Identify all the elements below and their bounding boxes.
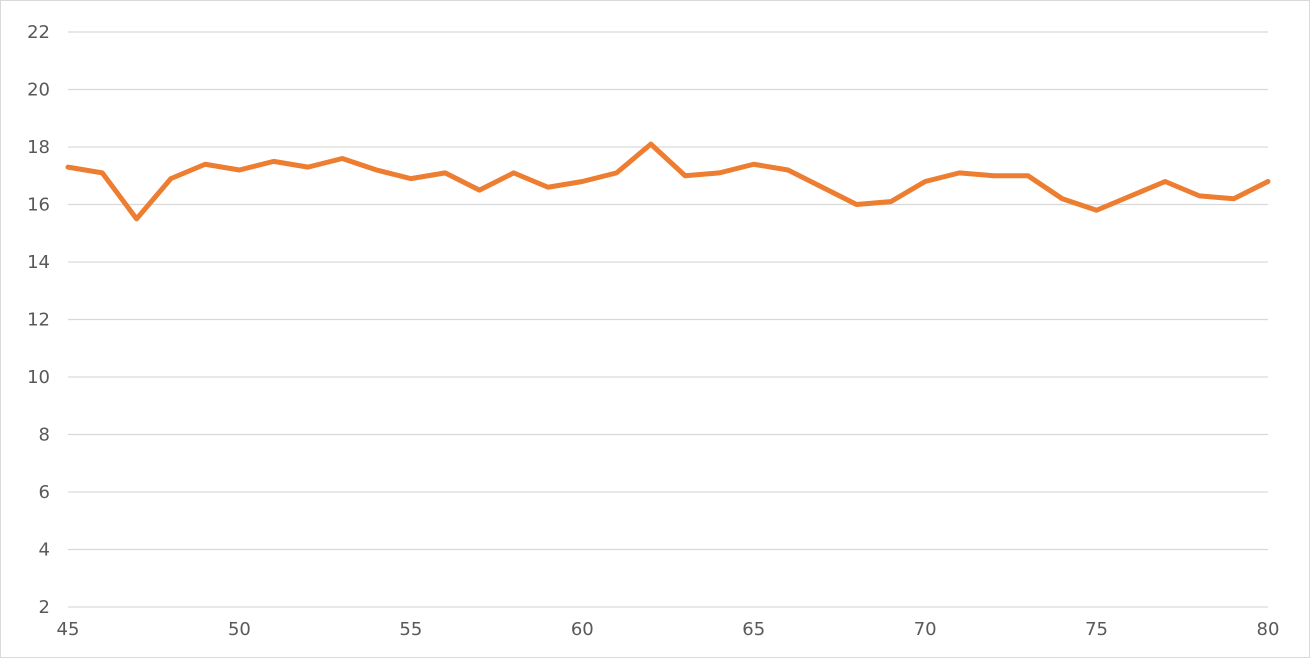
data-point: [134, 216, 139, 221]
data-point: [271, 159, 276, 164]
y-tick-label: 6: [39, 482, 50, 503]
data-point: [1128, 193, 1133, 198]
y-tick-label: 10: [27, 367, 50, 388]
y-tick-label: 2: [39, 597, 50, 618]
data-point: [751, 162, 756, 167]
y-tick-label: 12: [27, 310, 50, 331]
data-point: [1060, 196, 1065, 201]
data-point: [408, 176, 413, 181]
y-tick-labels: 2 4 6 8 10 12 14 16 18 20 22: [27, 22, 50, 618]
data-point: [854, 202, 859, 207]
data-point: [100, 170, 105, 175]
x-tick-label: 75: [1085, 619, 1108, 640]
data-point: [203, 162, 208, 167]
data-point: [1163, 179, 1168, 184]
data-point: [957, 170, 962, 175]
data-point: [1231, 196, 1236, 201]
data-point: [66, 165, 71, 170]
series-line: [65, 141, 1271, 222]
data-point: [477, 188, 482, 193]
x-tick-label: 60: [571, 619, 594, 640]
x-tick-label: 80: [1257, 619, 1280, 640]
y-tick-label: 14: [27, 252, 50, 273]
y-tick-label: 20: [27, 80, 50, 101]
data-point: [786, 168, 791, 173]
data-point: [580, 179, 585, 184]
data-point: [820, 185, 825, 190]
data-point: [237, 168, 242, 173]
data-point: [511, 170, 516, 175]
data-point: [1266, 179, 1271, 184]
y-tick-label: 8: [39, 425, 50, 446]
data-point: [888, 199, 893, 204]
data-point: [683, 173, 688, 178]
y-tick-label: 22: [27, 22, 50, 43]
x-tick-labels: 45 50 55 60 65 70 75 80: [57, 619, 1280, 640]
x-tick-label: 45: [57, 619, 80, 640]
data-point: [923, 179, 928, 184]
y-tick-label: 18: [27, 137, 50, 158]
data-point: [1197, 193, 1202, 198]
y-tick-label: 4: [39, 540, 50, 561]
data-point: [168, 176, 173, 181]
x-tick-label: 50: [228, 619, 251, 640]
data-point: [546, 185, 551, 190]
data-point: [443, 170, 448, 175]
data-point: [306, 165, 311, 170]
data-point: [340, 156, 345, 161]
series-layer: [65, 141, 1271, 222]
x-tick-label: 70: [914, 619, 937, 640]
data-point: [648, 142, 653, 147]
data-point: [1026, 173, 1031, 178]
data-point: [717, 170, 722, 175]
x-tick-label: 55: [399, 619, 422, 640]
x-tick-label: 65: [742, 619, 765, 640]
data-point: [991, 173, 996, 178]
data-point: [1094, 208, 1099, 213]
y-tick-label: 16: [27, 195, 50, 216]
grid-layer: [68, 31, 1268, 551]
data-point: [614, 170, 619, 175]
data-point: [374, 168, 379, 173]
